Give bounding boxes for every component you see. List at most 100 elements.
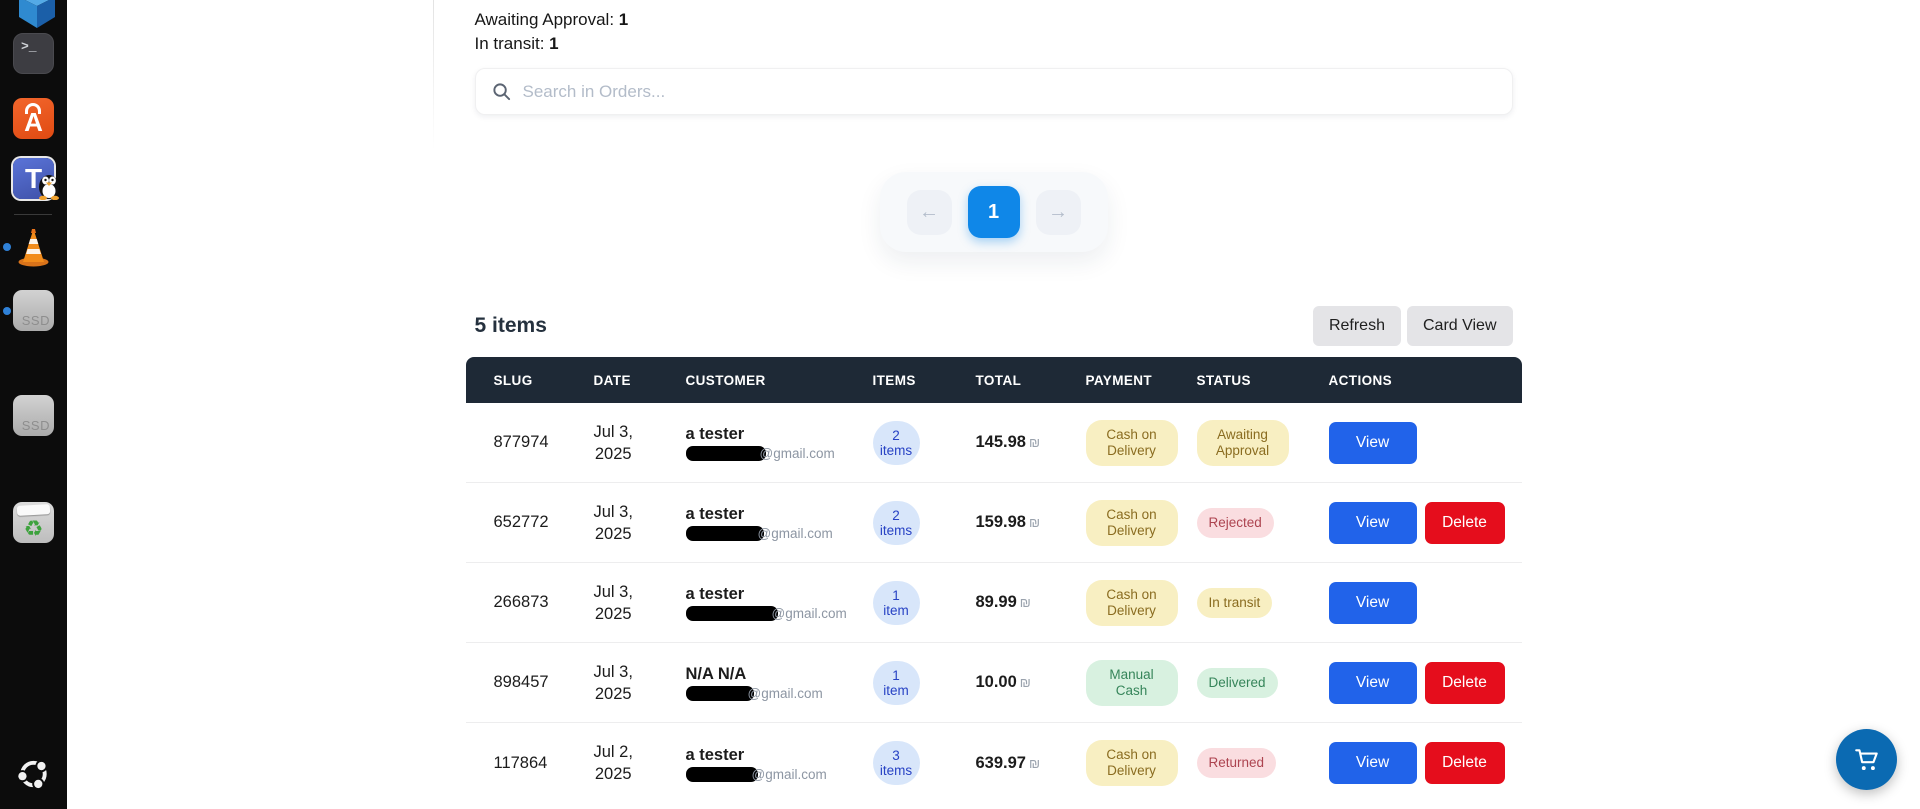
customer-name: a tester — [685, 745, 745, 764]
ssd-drive-1-icon[interactable]: SSD — [13, 290, 54, 331]
status-badge: Returned — [1196, 748, 1277, 778]
customer-email: @gmail.com — [685, 686, 873, 701]
ssd-label: SSD — [21, 313, 50, 328]
in-transit-count: 1 — [549, 34, 559, 53]
order-total: 159.98 ₪ — [975, 513, 1041, 531]
table-header-row: SLUG DATE CUSTOMER ITEMS TOTAL PAYMENT S… — [465, 357, 1522, 403]
redacted-email-blob — [685, 606, 778, 621]
terminal-app-icon[interactable]: >_ — [13, 33, 54, 74]
card-view-button[interactable]: Card View — [1406, 306, 1513, 346]
page-1-button[interactable]: 1 — [967, 186, 1020, 238]
running-indicator-dot — [3, 242, 11, 251]
order-total: 639.97 ₪ — [975, 753, 1041, 772]
shekel-currency-symbol: ₪ — [1019, 675, 1031, 690]
payment-badge: Cash on Delivery — [1085, 499, 1178, 546]
terminal-prompt-glyph: >_ — [21, 39, 37, 54]
status-badge: Awaiting Approval — [1196, 419, 1289, 466]
desktop-dock: >_ A T — [0, 0, 67, 809]
redacted-email-blob — [685, 446, 766, 461]
order-slug: 877974 — [493, 433, 549, 451]
redacted-email-blob — [685, 766, 758, 782]
view-order-button[interactable]: View — [1328, 421, 1417, 464]
orders-search-bar — [474, 68, 1513, 115]
tux-penguin-icon — [36, 172, 62, 205]
order-slug: 266873 — [493, 593, 549, 611]
items-count-badge: 2 items — [872, 420, 920, 465]
app-store-icon[interactable]: A — [13, 98, 54, 139]
paper-sheets-shape — [16, 504, 51, 516]
order-slug: 117864 — [493, 753, 548, 772]
vlc-app-icon[interactable] — [13, 226, 54, 267]
payment-badge: Cash on Delivery — [1085, 419, 1178, 466]
order-date: Jul 3, 2025 — [593, 582, 633, 623]
previous-page-button[interactable]: ← — [906, 189, 952, 235]
items-count-badge: 3 items — [872, 741, 920, 785]
items-count-badge: 2 items — [872, 500, 920, 545]
ubuntu-apps-button[interactable] — [13, 755, 54, 793]
table-row: 898457 Jul 3, 2025 N/A N/A @gmail.com 1 it… — [465, 643, 1522, 723]
order-slug: 652772 — [493, 513, 549, 531]
order-date: Jul 2, 2025 — [593, 743, 633, 783]
cube-icon — [19, 0, 55, 28]
order-date: Jul 3, 2025 — [593, 422, 633, 463]
arrow-left-icon: ← — [919, 200, 939, 223]
pagination: ← 1 → — [879, 172, 1108, 252]
order-total: 10.00 ₪ — [975, 673, 1031, 691]
appstore-letter: A — [24, 106, 43, 137]
column-header-total: TOTAL — [975, 372, 1022, 388]
status-badge: Rejected — [1196, 507, 1274, 538]
bag-handle-shape — [25, 103, 41, 114]
shekel-currency-symbol: ₪ — [1028, 755, 1041, 771]
customer-email: @gmail.com — [685, 526, 873, 541]
order-date: Jul 3, 2025 — [593, 662, 633, 703]
column-header-payment: PAYMENT — [1085, 372, 1153, 388]
in-transit-summary: In transit: 1 — [474, 34, 559, 53]
delete-order-button[interactable]: Delete — [1424, 661, 1505, 704]
customer-email: @gmail.com — [685, 606, 873, 621]
view-order-button[interactable]: View — [1328, 501, 1417, 544]
payment-badge: Cash on Delivery — [1085, 740, 1178, 786]
blue-cube-app-icon[interactable] — [17, 0, 58, 28]
mounted-indicator-dot — [3, 306, 11, 315]
recycle-symbol: ♻ — [23, 516, 44, 541]
customer-email: @gmail.com — [685, 446, 873, 461]
order-slug: 898457 — [493, 673, 549, 691]
awaiting-approval-count: 1 — [618, 10, 629, 29]
items-count-heading: 5 items — [474, 314, 547, 337]
trash-bin-icon[interactable]: ♻ — [13, 502, 54, 543]
view-order-button[interactable]: View — [1328, 581, 1417, 624]
delete-order-button[interactable]: Delete — [1424, 501, 1505, 544]
items-count-badge: 1 item — [872, 580, 920, 625]
ssd-drive-2-icon[interactable]: SSD — [13, 395, 54, 436]
customer-name: a tester — [685, 585, 745, 603]
arrow-right-icon: → — [1048, 200, 1068, 223]
shekel-currency-symbol: ₪ — [1028, 435, 1041, 450]
t-app-linux-icon[interactable]: T — [13, 158, 59, 201]
delete-order-button[interactable]: Delete — [1424, 742, 1505, 784]
view-order-button[interactable]: View — [1328, 661, 1417, 704]
customer-name: N/A N/A — [685, 665, 747, 683]
items-count-badge: 1 item — [872, 660, 920, 705]
t-letter: T — [24, 162, 43, 194]
view-order-button[interactable]: View — [1328, 742, 1417, 784]
refresh-button[interactable]: Refresh — [1312, 306, 1401, 346]
order-date: Jul 3, 2025 — [593, 502, 633, 543]
awaiting-approval-summary: Awaiting Approval: 1 — [474, 10, 629, 29]
search-input[interactable] — [522, 81, 1496, 102]
search-icon — [492, 83, 510, 101]
payment-badge: Manual Cash — [1085, 659, 1178, 706]
ubuntu-logo-icon — [16, 760, 48, 790]
payment-badge: Cash on Delivery — [1085, 579, 1178, 626]
dock-divider — [14, 214, 52, 215]
status-badge: Delivered — [1196, 667, 1278, 698]
next-page-button[interactable]: → — [1035, 189, 1081, 235]
shopping-cart-icon — [1854, 748, 1878, 770]
column-header-items: ITEMS — [872, 372, 916, 388]
redacted-email-blob — [685, 686, 754, 701]
order-total: 89.99 ₪ — [975, 593, 1031, 611]
cart-fab-button[interactable] — [1836, 729, 1897, 790]
status-badge: In transit — [1196, 587, 1273, 618]
